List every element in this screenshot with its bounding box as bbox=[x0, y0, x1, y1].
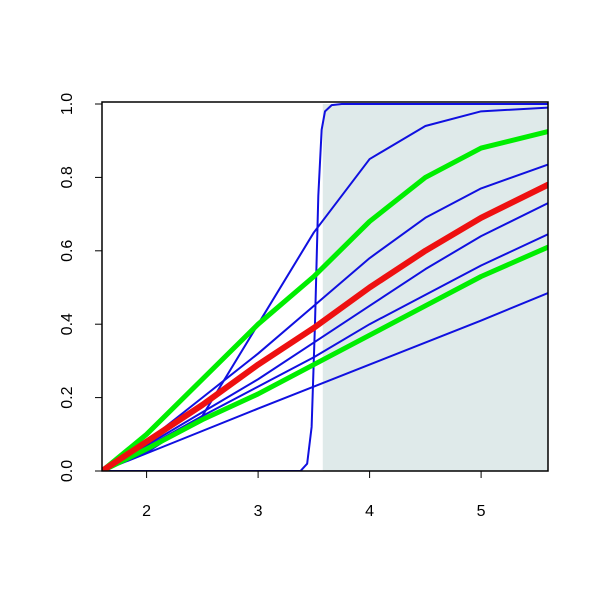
shaded-region bbox=[322, 104, 548, 471]
series-line bbox=[102, 103, 548, 471]
y-tick-label: 0.4 bbox=[59, 313, 76, 335]
plot-frame bbox=[101, 101, 549, 472]
x-tick-label: 5 bbox=[477, 503, 486, 520]
series-line bbox=[102, 292, 548, 471]
y-tick-label: 0.0 bbox=[59, 460, 76, 482]
y-tick-label: 0.8 bbox=[59, 166, 76, 188]
x-tick-label: 3 bbox=[254, 503, 263, 520]
series-line bbox=[102, 129, 548, 471]
series-line bbox=[102, 202, 548, 471]
y-tick-label: 0.6 bbox=[59, 240, 76, 262]
plot-area bbox=[102, 103, 548, 471]
y-tick-label: 1.0 bbox=[59, 93, 76, 115]
x-tick-label: 4 bbox=[365, 503, 374, 520]
x-tick-label: 2 bbox=[142, 503, 151, 520]
series-line bbox=[102, 181, 548, 471]
series-line bbox=[102, 244, 548, 471]
y-tick-label: 0.2 bbox=[59, 386, 76, 408]
